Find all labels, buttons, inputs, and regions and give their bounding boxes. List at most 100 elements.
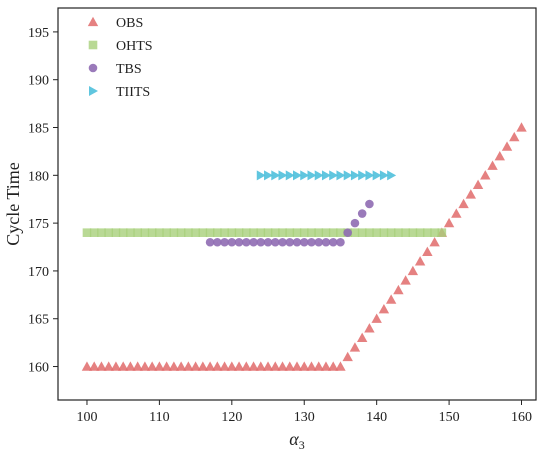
data-point <box>414 256 426 266</box>
data-point <box>104 228 113 237</box>
data-point <box>306 361 317 371</box>
data-point <box>262 361 274 371</box>
data-point <box>401 228 410 237</box>
y-tick-label: 195 <box>28 26 49 41</box>
data-point <box>509 131 520 142</box>
data-point <box>249 237 258 247</box>
data-point <box>336 237 345 247</box>
data-point <box>227 237 237 247</box>
data-point <box>372 228 381 237</box>
data-point <box>379 170 389 181</box>
data-point <box>379 228 389 237</box>
data-point <box>213 228 222 237</box>
data-point <box>349 342 361 352</box>
data-point <box>197 361 209 371</box>
data-point <box>162 228 171 237</box>
data-point <box>437 228 447 237</box>
y-tick-label: 180 <box>28 169 49 184</box>
data-point <box>175 361 187 371</box>
plot-frame <box>57 7 537 401</box>
data-point <box>234 228 244 237</box>
data-point <box>307 170 317 181</box>
data-point <box>125 361 136 371</box>
data-point <box>365 199 374 209</box>
data-point <box>270 361 281 371</box>
data-point <box>226 361 238 371</box>
data-point <box>256 228 266 237</box>
data-point <box>357 209 367 218</box>
data-point <box>169 228 179 237</box>
legend: OBS OHTS TBS TIITS <box>87 16 153 100</box>
series-tbs <box>205 199 374 247</box>
data-point <box>126 228 135 237</box>
data-point <box>190 361 201 371</box>
data-point <box>155 228 164 237</box>
data-point <box>365 228 374 237</box>
data-point <box>501 141 513 151</box>
data-point <box>96 361 107 371</box>
data-point <box>227 228 237 237</box>
data-point <box>242 237 251 247</box>
y-tick-label: 170 <box>28 265 49 280</box>
data-point <box>313 361 324 371</box>
legend-item-obs: OBS <box>87 16 143 31</box>
data-point <box>408 228 418 237</box>
data-point <box>299 237 309 247</box>
data-point <box>285 170 295 181</box>
data-point <box>387 170 397 181</box>
data-point <box>422 246 433 256</box>
y-tick-label: 185 <box>28 122 49 137</box>
y-tick-label: 165 <box>28 313 49 328</box>
data-point <box>293 170 302 181</box>
data-point <box>132 361 143 371</box>
data-point <box>328 228 338 237</box>
data-point <box>320 361 332 371</box>
data-point <box>336 228 345 237</box>
data-point <box>97 228 106 237</box>
data-point <box>234 237 244 247</box>
data-point <box>357 228 367 237</box>
x-axis-title-symbol: α <box>289 429 299 449</box>
data-point <box>472 179 484 190</box>
data-point <box>329 170 339 181</box>
data-point <box>328 237 338 247</box>
legend-label: TIITS <box>116 85 150 100</box>
data-point <box>350 228 360 237</box>
data-point <box>487 160 498 170</box>
legend-item-tbs: TBS <box>88 62 142 77</box>
data-point <box>314 170 324 181</box>
data-point <box>356 332 368 343</box>
data-point <box>277 361 288 371</box>
data-point <box>321 237 331 247</box>
data-point <box>270 228 280 237</box>
data-point <box>378 303 390 314</box>
data-point <box>300 170 310 181</box>
data-point <box>451 208 462 218</box>
x-tick-label: 130 <box>294 410 315 425</box>
data-point <box>191 228 200 237</box>
data-point <box>443 217 455 228</box>
data-point <box>343 170 353 181</box>
data-point <box>89 361 100 371</box>
y-tick-label: 160 <box>28 361 49 376</box>
data-point <box>372 170 382 181</box>
data-point <box>255 361 266 371</box>
data-point <box>394 228 403 237</box>
data-point <box>220 237 229 247</box>
data-point <box>264 170 274 181</box>
data-point <box>299 361 310 371</box>
legend-marker <box>87 16 99 27</box>
data-point <box>176 228 186 237</box>
data-point <box>270 237 280 247</box>
data-point <box>103 361 114 371</box>
data-point <box>284 361 295 371</box>
data-point <box>184 228 193 237</box>
data-point <box>430 228 439 237</box>
data-point <box>278 237 287 247</box>
data-point <box>168 361 180 371</box>
data-point <box>285 237 295 247</box>
data-point <box>118 228 128 237</box>
data-point <box>89 228 99 237</box>
data-point <box>161 361 172 371</box>
